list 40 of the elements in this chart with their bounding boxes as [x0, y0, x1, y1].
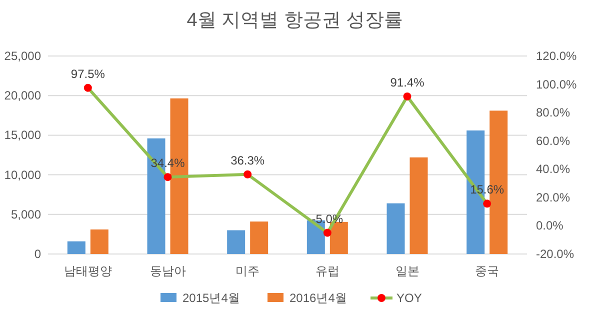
bar	[410, 157, 428, 254]
y2-tick-label: 40.0%	[536, 162, 570, 176]
bar	[67, 241, 86, 254]
bar	[90, 229, 108, 254]
bar	[227, 230, 246, 254]
data-label: 97.5%	[70, 66, 106, 81]
x-tick-label: 일본	[395, 264, 420, 278]
y2-tick-label: 0.0%	[536, 218, 564, 233]
y-tick-label: 20,000	[4, 88, 42, 103]
point	[244, 170, 252, 178]
legend-label: YOY	[396, 291, 422, 305]
y2-tick-label: -20.0%	[536, 247, 574, 261]
point	[483, 200, 492, 208]
y2-tick-label: 20.0%	[536, 190, 570, 204]
data-label: 36.3%	[230, 153, 265, 168]
x-tick-label: 동남아	[150, 264, 186, 278]
x-tick-label: 유럽	[315, 264, 340, 278]
point	[323, 228, 332, 237]
x-tick-label: 미주	[236, 264, 260, 278]
x-tick-label: 중국	[475, 264, 500, 278]
bar	[250, 222, 268, 254]
y-tick-label: 5,000	[10, 207, 42, 222]
bar	[386, 203, 405, 254]
y2-tick-label: 100.0%	[536, 77, 578, 92]
y-tick-label: 25,000	[4, 49, 42, 63]
y-tick-label: 15,000	[4, 128, 42, 142]
y-tick-label: 10,000	[4, 168, 42, 182]
y2-tick-label: 80.0%	[536, 106, 570, 120]
x-tick-label: 남태평양	[64, 264, 112, 278]
y-tick-label: 0	[34, 247, 42, 261]
legend-label: 2015년4월	[182, 291, 240, 305]
point	[84, 84, 92, 92]
chart-title: 4월 지역별 항공권 성장률	[186, 10, 404, 31]
point	[164, 173, 172, 182]
point	[403, 92, 412, 100]
data-label: 91.4%	[390, 75, 425, 90]
y2-tick-label: 60.0%	[536, 134, 570, 148]
bar	[330, 222, 348, 254]
legend-label: 2016년4월	[290, 291, 347, 305]
y2-tick-label: 120.0%	[536, 49, 578, 63]
